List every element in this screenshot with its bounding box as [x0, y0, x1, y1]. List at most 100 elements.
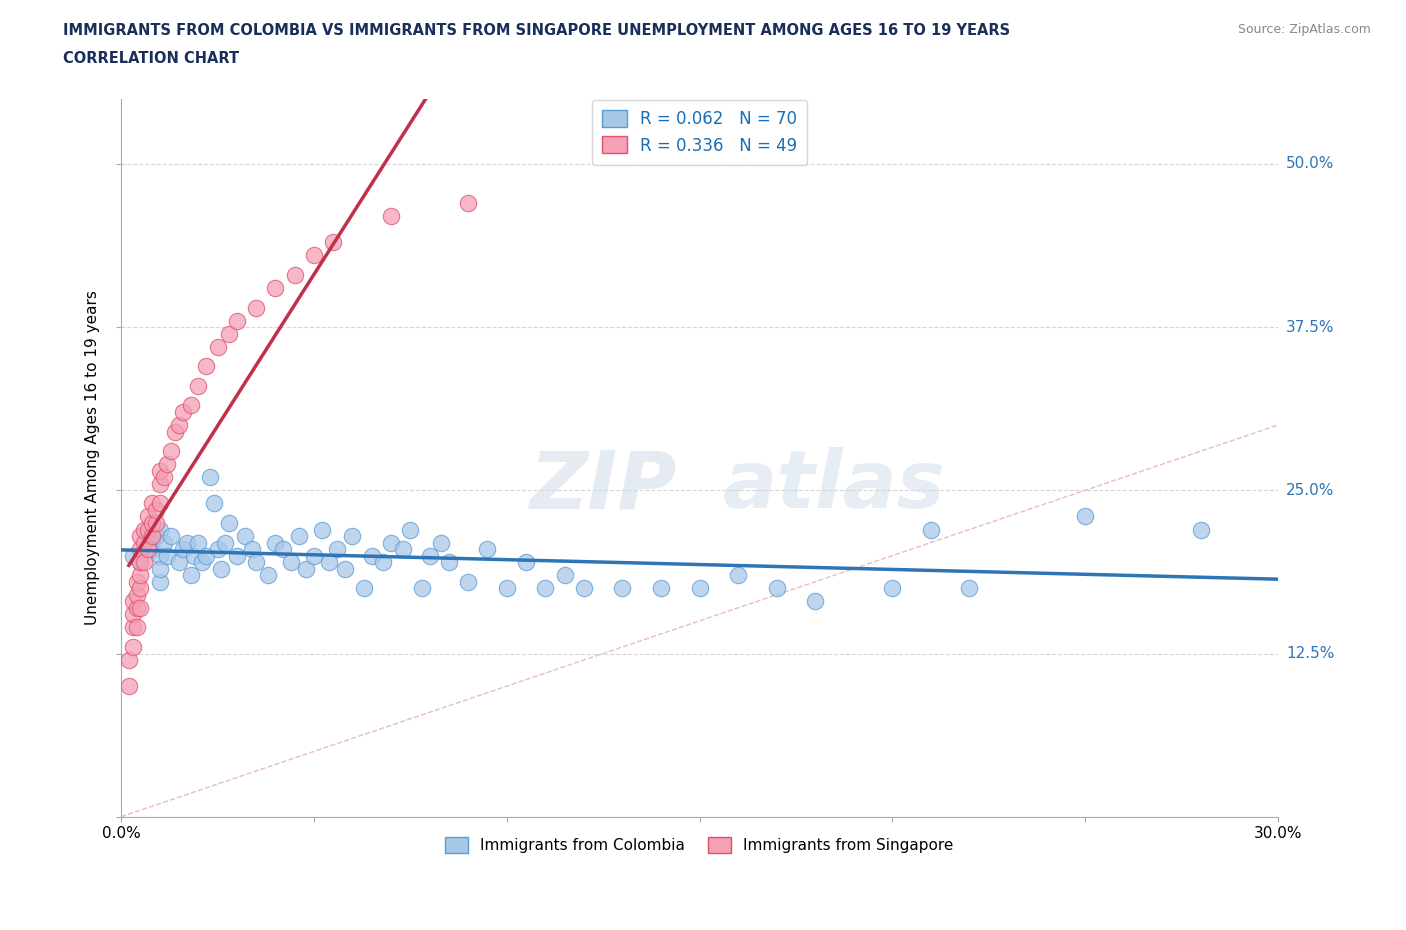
- Point: [118, 653, 141, 668]
- Point: [129, 567, 152, 582]
- Point: [187, 379, 209, 393]
- Point: [477, 541, 499, 556]
- Point: [172, 405, 194, 419]
- Point: [129, 554, 152, 569]
- Point: [311, 522, 333, 537]
- Point: [187, 535, 209, 550]
- Point: [165, 424, 187, 439]
- Point: [554, 567, 576, 582]
- Text: ZIP: ZIP: [529, 447, 676, 525]
- Point: [515, 554, 537, 569]
- Point: [419, 548, 441, 563]
- Point: [202, 496, 225, 511]
- Point: [167, 418, 190, 432]
- Text: 37.5%: 37.5%: [1286, 320, 1334, 335]
- Point: [287, 528, 309, 543]
- Point: [264, 535, 287, 550]
- Point: [411, 581, 433, 596]
- Point: [136, 541, 159, 556]
- Point: [318, 554, 340, 569]
- Point: [380, 208, 402, 223]
- Point: [152, 535, 174, 550]
- Point: [373, 554, 395, 569]
- Point: [225, 548, 247, 563]
- Text: atlas: atlas: [723, 447, 945, 525]
- Point: [765, 581, 787, 596]
- Point: [134, 535, 156, 550]
- Point: [141, 515, 163, 530]
- Text: 12.5%: 12.5%: [1286, 646, 1334, 661]
- Point: [121, 640, 143, 655]
- Point: [156, 548, 179, 563]
- Point: [149, 476, 172, 491]
- Point: [233, 528, 256, 543]
- Point: [125, 601, 148, 616]
- Point: [214, 535, 236, 550]
- Point: [125, 620, 148, 635]
- Point: [129, 528, 152, 543]
- Point: [437, 554, 460, 569]
- Point: [612, 581, 634, 596]
- Point: [183, 548, 205, 563]
- Text: IMMIGRANTS FROM COLOMBIA VS IMMIGRANTS FROM SINGAPORE UNEMPLOYMENT AMONG AGES 16: IMMIGRANTS FROM COLOMBIA VS IMMIGRANTS F…: [63, 23, 1011, 38]
- Point: [141, 528, 163, 543]
- Point: [959, 581, 981, 596]
- Point: [271, 541, 294, 556]
- Point: [302, 548, 325, 563]
- Point: [302, 248, 325, 263]
- Point: [118, 679, 141, 694]
- Y-axis label: Unemployment Among Ages 16 to 19 years: Unemployment Among Ages 16 to 19 years: [86, 290, 100, 625]
- Point: [194, 359, 217, 374]
- Point: [218, 515, 240, 530]
- Point: [209, 561, 232, 576]
- Point: [149, 575, 172, 590]
- Point: [264, 281, 287, 296]
- Point: [125, 588, 148, 603]
- Point: [727, 567, 749, 582]
- Point: [149, 522, 172, 537]
- Point: [326, 541, 349, 556]
- Point: [145, 502, 167, 517]
- Point: [342, 528, 364, 543]
- Point: [284, 268, 307, 283]
- Point: [160, 528, 183, 543]
- Point: [152, 470, 174, 485]
- Text: 50.0%: 50.0%: [1286, 156, 1334, 171]
- Point: [225, 313, 247, 328]
- Point: [149, 561, 172, 576]
- Point: [191, 554, 214, 569]
- Point: [430, 535, 453, 550]
- Point: [572, 581, 595, 596]
- Point: [145, 515, 167, 530]
- Point: [322, 235, 344, 250]
- Text: Source: ZipAtlas.com: Source: ZipAtlas.com: [1237, 23, 1371, 36]
- Legend: Immigrants from Colombia, Immigrants from Singapore: Immigrants from Colombia, Immigrants fro…: [439, 831, 960, 859]
- Point: [129, 601, 152, 616]
- Point: [280, 554, 302, 569]
- Point: [149, 548, 172, 563]
- Point: [145, 528, 167, 543]
- Point: [295, 561, 318, 576]
- Point: [141, 496, 163, 511]
- Point: [882, 581, 904, 596]
- Point: [121, 620, 143, 635]
- Point: [180, 567, 202, 582]
- Point: [353, 581, 375, 596]
- Point: [149, 496, 172, 511]
- Point: [180, 398, 202, 413]
- Point: [457, 195, 479, 210]
- Text: CORRELATION CHART: CORRELATION CHART: [63, 51, 239, 66]
- Point: [1074, 509, 1097, 524]
- Point: [134, 554, 156, 569]
- Point: [256, 567, 278, 582]
- Point: [245, 554, 267, 569]
- Point: [399, 522, 422, 537]
- Point: [920, 522, 942, 537]
- Point: [149, 463, 172, 478]
- Point: [804, 594, 827, 609]
- Point: [689, 581, 711, 596]
- Point: [457, 575, 479, 590]
- Point: [534, 581, 557, 596]
- Point: [1189, 522, 1212, 537]
- Point: [167, 554, 190, 569]
